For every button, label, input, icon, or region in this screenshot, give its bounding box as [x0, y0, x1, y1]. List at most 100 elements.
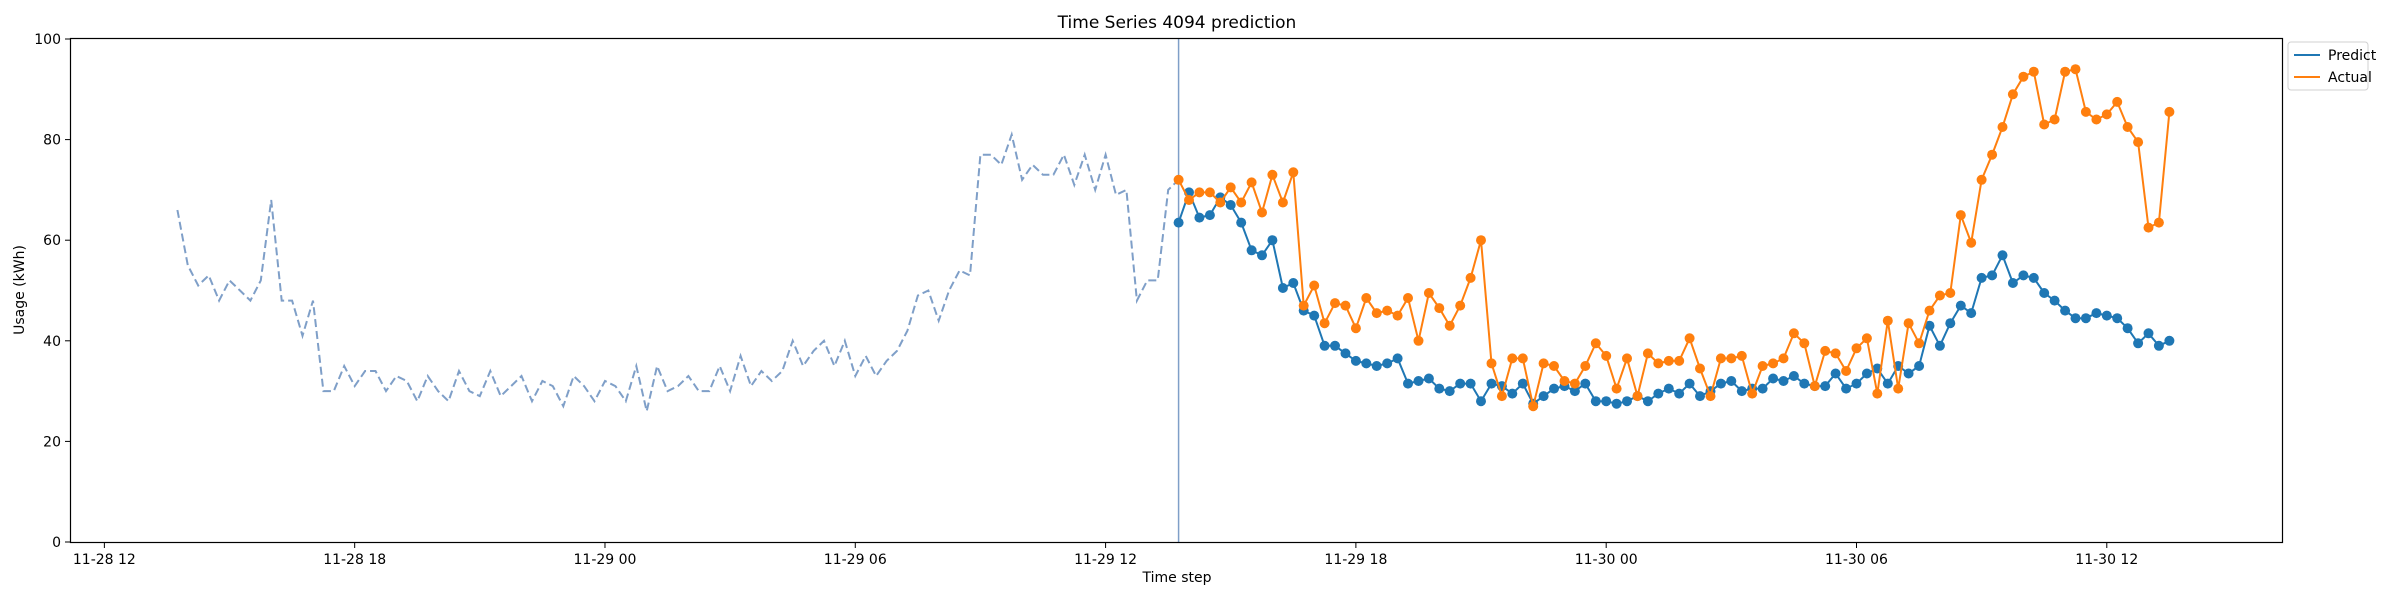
actual-point [1340, 300, 1351, 311]
x-tick-label: 11-30 00 [1575, 552, 1638, 568]
predict-point [1903, 368, 1914, 379]
predict-point [2153, 340, 2164, 351]
actual-point [1747, 388, 1758, 399]
actual-point [1361, 293, 1372, 303]
x-tick-label: 11-29 12 [1074, 552, 1137, 568]
actual-series-points [1173, 64, 2175, 412]
actual-point [1945, 288, 1956, 298]
x-tick-label: 11-30 06 [1825, 552, 1888, 568]
actual-point [1173, 174, 1184, 185]
predict-point [1590, 396, 1601, 407]
actual-point [2164, 106, 2175, 117]
predict-point [1246, 245, 1257, 256]
predict-point [1340, 348, 1351, 359]
actual-point [1496, 391, 1507, 402]
predict-point [1455, 378, 1466, 389]
y-tick-label: 20 [43, 434, 61, 450]
actual-point [1444, 320, 1455, 331]
predict-point [1715, 378, 1726, 389]
actual-point [1413, 335, 1424, 346]
actual-point [1778, 353, 1789, 364]
actual-point [1642, 348, 1653, 359]
predict-point [1350, 355, 1361, 366]
actual-point [1788, 328, 1799, 339]
predict-point [2091, 308, 2102, 319]
x-tick-label: 11-29 00 [574, 552, 637, 568]
actual-point [1319, 318, 1330, 329]
actual-point [1288, 167, 1299, 178]
plot-marks [176, 39, 2175, 542]
actual-point [1955, 210, 1966, 221]
x-tick-label: 11-29 06 [824, 552, 887, 568]
predict-point [2028, 272, 2039, 283]
legend-predict-label: Predict [2328, 48, 2377, 64]
actual-point [1966, 237, 1977, 248]
actual-point [1861, 333, 1872, 344]
predict-point [1966, 308, 1977, 319]
actual-point [1715, 353, 1726, 364]
actual-point [1997, 122, 2008, 132]
actual-point [1809, 381, 1820, 392]
predict-point [1476, 396, 1486, 407]
predict-point [1413, 376, 1424, 386]
actual-point [1768, 358, 1779, 369]
actual-point [1851, 343, 1862, 354]
actual-point [1924, 305, 1935, 316]
predict-point [1204, 210, 1215, 221]
actual-point [2028, 66, 2039, 77]
actual-point [1705, 391, 1716, 402]
predict-point [1257, 250, 1267, 261]
actual-series-line [1177, 67, 2171, 407]
actual-point [1736, 350, 1747, 361]
actual-point [2070, 64, 2081, 75]
plot-frame [69, 37, 2284, 544]
predict-point [1882, 378, 1893, 389]
predict-point [1788, 371, 1799, 381]
predict-point [1507, 388, 1518, 399]
actual-point [1611, 383, 1622, 394]
predict-point [2122, 323, 2133, 334]
actual-point [1434, 303, 1445, 314]
predict-point [1674, 388, 1685, 399]
actual-point [1517, 353, 1528, 364]
actual-point [2018, 71, 2029, 82]
actual-point [1215, 197, 1226, 208]
history-line [176, 130, 1180, 412]
actual-point [2133, 137, 2144, 148]
predict-point [2070, 313, 2081, 324]
predict-point [1778, 376, 1789, 386]
predict-series-line [1177, 189, 2170, 406]
actual-point [1538, 358, 1549, 369]
predict-point [1768, 373, 1779, 384]
actual-point [1799, 338, 1810, 349]
predict-point [2101, 310, 2112, 321]
predict-point [1841, 383, 1852, 394]
actual-point [1914, 338, 1925, 349]
predict-point [1486, 378, 1497, 389]
actual-point [1225, 182, 1236, 193]
x-axis-label: Time step [1142, 570, 1212, 586]
actual-point [1350, 323, 1361, 334]
predict-point [1403, 378, 1413, 389]
actual-point [2153, 217, 2164, 228]
actual-point [1549, 361, 1559, 371]
predict-point [1580, 378, 1591, 389]
predict-point [1538, 391, 1549, 402]
actual-point [1371, 308, 1382, 319]
y-axis-label: Usage (kWh) [12, 245, 28, 335]
actual-point [1184, 195, 1194, 205]
actual-point [1277, 197, 1288, 208]
actual-point [1204, 187, 1215, 198]
y-tick-label: 80 [43, 133, 61, 149]
predict-point [1934, 340, 1945, 351]
predict-point [1288, 278, 1299, 288]
predict-point [1371, 361, 1382, 371]
actual-point [1841, 366, 1852, 376]
actual-point [2101, 109, 2112, 120]
predict-point [1330, 340, 1340, 351]
predict-point [1319, 340, 1330, 351]
predict-point [2060, 305, 2071, 316]
actual-point [1976, 174, 1987, 185]
chart-title: Time Series 4094 prediction [1057, 13, 1297, 33]
